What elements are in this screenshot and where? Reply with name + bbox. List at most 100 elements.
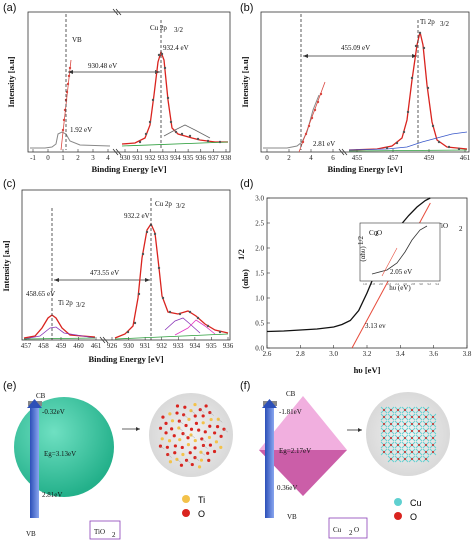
diagram-f-atom bbox=[418, 423, 420, 425]
diagram-e-atom bbox=[203, 430, 207, 434]
chart-c-cu-pos: 932.2 eV bbox=[124, 212, 150, 220]
diagram-e-atom bbox=[201, 443, 206, 448]
chart-d-y-tick-label: 0.5 bbox=[255, 320, 264, 328]
diagram-f-atom bbox=[425, 458, 427, 460]
chart-a-axis-break bbox=[112, 148, 119, 156]
chart-c-cu-point bbox=[141, 252, 145, 256]
diagram-f-atom bbox=[390, 458, 392, 460]
diagram-f-atom bbox=[383, 423, 385, 425]
chart-c-cu-point bbox=[188, 310, 192, 314]
diagram-e-bond bbox=[194, 457, 200, 461]
diagram-f-atom bbox=[404, 430, 406, 432]
chart-d-curve bbox=[266, 197, 431, 333]
diagram-f-atom bbox=[411, 430, 413, 432]
chart-b-axis-break bbox=[341, 148, 348, 156]
diagram-f-atom bbox=[411, 437, 413, 439]
diagram-e-atom bbox=[199, 450, 203, 454]
diagram-f-vb-level: 0.36eV bbox=[277, 484, 297, 492]
chart-d-inset-fit bbox=[381, 247, 398, 277]
diagram-e-bond bbox=[209, 412, 214, 416]
chart-a-vb-curve bbox=[30, 131, 111, 149]
diagram-e-atom bbox=[170, 427, 174, 431]
chart-c-x-tick-label: 936 bbox=[223, 342, 234, 350]
diagram-f-lattice bbox=[380, 406, 437, 463]
diagram-e-cb-level: -0.32eV bbox=[42, 408, 65, 416]
chart-d-inset-tick-label: 2.8 bbox=[411, 282, 415, 286]
diagram-e-atom bbox=[178, 438, 182, 442]
chart-c-x-tick-label: 932 bbox=[156, 342, 167, 350]
diagram-e-atom bbox=[215, 425, 220, 429]
diagram-e-atom bbox=[222, 427, 226, 431]
diagram-e-atom bbox=[197, 428, 201, 432]
diagram-e-atom bbox=[158, 426, 163, 430]
diagram-e-atom bbox=[164, 431, 168, 435]
chart-b-x-tick-label: 461 bbox=[460, 154, 471, 162]
chart-d-series-label: TiO bbox=[437, 222, 448, 230]
chart-b-peak-point bbox=[431, 124, 435, 128]
diagram-e-atom bbox=[173, 444, 177, 448]
chart-d-inset-tick-label: 1.8 bbox=[371, 282, 375, 286]
chart-b-peak-point bbox=[395, 141, 399, 145]
chart-b-vb-point bbox=[316, 100, 320, 104]
chart-d-x-tick-label: 3.0 bbox=[329, 350, 338, 358]
diagram-e-atom bbox=[201, 421, 205, 425]
chart-d-ylabel-group: (αhυ) 1/2 bbox=[236, 249, 250, 289]
diagram-e-atom bbox=[184, 458, 189, 462]
chart-c-arrowhead-right bbox=[145, 278, 150, 282]
chart-a-peak-point bbox=[206, 139, 210, 143]
chart-d-y-tick-label: 2.0 bbox=[255, 245, 264, 253]
chart-a-xticks-left: -1 0 1 2 3 4 bbox=[30, 149, 110, 162]
chart-b-x-tick-label: 0 bbox=[265, 154, 269, 162]
diagram-e-atom bbox=[182, 413, 186, 417]
chart-a-x-tick-label: 936 bbox=[196, 154, 207, 162]
chart-d-inset-ylabel: (αhυ) bbox=[359, 246, 367, 262]
diagram-f-atom bbox=[397, 458, 399, 460]
chart-d-inset-xticks: 1.6 1.8 2.0 2.2 2.4 2.6 2.8 3.0 3.2 3.4 bbox=[363, 282, 439, 286]
chart-d-x-tick-label: 2.6 bbox=[263, 350, 272, 358]
chart-b-vb-fit-points bbox=[301, 92, 323, 144]
diagram-e-atom bbox=[206, 451, 210, 455]
diagram-f-atom bbox=[404, 444, 406, 446]
chart-b-xlabel: Binding Energy [eV] bbox=[327, 164, 402, 174]
chart-d-x-tick-label: 3.4 bbox=[396, 350, 405, 358]
diagram-f-atom bbox=[404, 451, 406, 453]
chart-c-axis-break bbox=[99, 336, 106, 344]
chart-c-xlabel: Binding Energy [eV] bbox=[88, 354, 163, 364]
diagram-e-atom bbox=[193, 456, 197, 460]
diagram-e-atom bbox=[199, 458, 204, 462]
chart-b-peak-sub: 3/2 bbox=[440, 20, 449, 28]
chart-a-peak-point bbox=[218, 140, 222, 144]
diagram-e-legend-ti-dot bbox=[182, 495, 190, 503]
diagram-f-atom bbox=[397, 409, 399, 411]
diagram-e-atom bbox=[165, 445, 169, 449]
chart-c-ti-sub: 3/2 bbox=[76, 301, 85, 309]
panel-label-c: (c) bbox=[3, 178, 16, 190]
panel-label-f: (f) bbox=[240, 380, 251, 392]
diagram-e-atom bbox=[207, 458, 211, 462]
chart-b-axis-break bbox=[338, 148, 345, 156]
chart-d-inset-tick-label: 2.6 bbox=[403, 282, 407, 286]
diagram-e-atom bbox=[177, 419, 181, 423]
chart-d-inset-series-sub: 2 bbox=[375, 230, 379, 238]
chart-c-x-tick-label: 459 bbox=[56, 342, 67, 350]
chart-a-vb-label: VB bbox=[72, 36, 82, 44]
diagram-e-legend-o-dot bbox=[182, 509, 190, 517]
diagram-e-vb-label: VB bbox=[26, 530, 36, 538]
diagram-f-atom bbox=[432, 430, 434, 432]
chart-d: 2.6 2.8 3.0 3.2 3.4 3.6 3.8 0.0 0.5 1.0 1.5 2.0 2.5… bbox=[236, 195, 472, 376]
chart-c-cu-point bbox=[126, 330, 130, 334]
diagram-e-bond bbox=[167, 454, 172, 458]
chart-a: -1 0 1 2 3 4 930 931 932 933 934 935 936 937 938 Bind… bbox=[6, 8, 232, 174]
chart-a-peak-name: Cu 2p bbox=[150, 24, 167, 32]
chart-b-edge-label: 2.81 eV bbox=[313, 140, 335, 148]
diagram-f: CB -1.81eV Eg=2.17eV 0.36eV VB Cu O Cu 2… bbox=[259, 390, 450, 539]
chart-d-inset-tick-label: 1.6 bbox=[363, 282, 367, 286]
chart-b-vb-point bbox=[301, 140, 305, 144]
diagram-e-bond bbox=[176, 459, 182, 463]
chart-a-peak-point bbox=[157, 53, 161, 57]
diagram-f-atom bbox=[411, 409, 413, 411]
chart-a-x-tick-label: 933 bbox=[158, 154, 169, 162]
diagram-e-material-sub: 2 bbox=[112, 531, 116, 539]
diagram-e-lattice bbox=[158, 402, 229, 469]
chart-b-ti-peak bbox=[348, 31, 468, 151]
